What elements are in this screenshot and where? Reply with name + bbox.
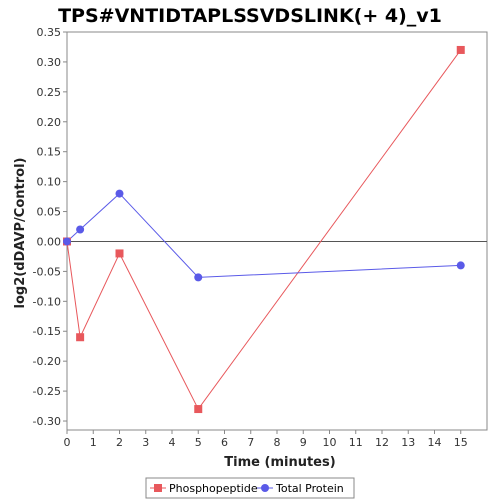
- y-tick-label: 0.35: [37, 26, 62, 39]
- x-tick-label: 4: [169, 436, 176, 449]
- x-tick-label: 11: [349, 436, 363, 449]
- x-tick-label: 2: [116, 436, 123, 449]
- data-point-total-protein: [194, 273, 203, 282]
- y-axis-label: log2(dDAVP/Control): [13, 158, 28, 309]
- x-axis: 0 1 2 3 4 5 6 7 8 9 10 11 12 13 14 15: [64, 430, 468, 449]
- y-tick-label: -0.15: [33, 325, 61, 338]
- legend: Phosphopeptide Total Protein: [145, 477, 355, 499]
- legend-marker-total-protein: [261, 484, 269, 492]
- y-tick-label: -0.25: [33, 385, 61, 398]
- y-tick-label: 0.05: [37, 206, 62, 219]
- x-tick-label: 14: [428, 436, 442, 449]
- x-tick-label: 3: [142, 436, 149, 449]
- x-tick-label: 10: [323, 436, 337, 449]
- x-tick-label: 7: [247, 436, 254, 449]
- legend-item-phosphopeptide: Phosphopeptide: [150, 482, 258, 495]
- legend-marker-phosphopeptide: [154, 484, 162, 492]
- legend-item-total-protein: Total Protein: [257, 482, 344, 495]
- plot-area: [66, 31, 488, 431]
- y-tick-label: -0.05: [33, 265, 61, 278]
- plot-frame: [66, 31, 488, 431]
- y-tick-label: 0.10: [37, 176, 62, 189]
- y-tick-label: -0.10: [33, 295, 61, 308]
- data-point-phosphopeptide: [76, 333, 85, 342]
- y-tick-label: -0.20: [33, 355, 61, 368]
- data-point-phosphopeptide: [456, 45, 465, 54]
- x-tick-label: 1: [90, 436, 97, 449]
- data-point-phosphopeptide: [115, 249, 124, 258]
- y-tick-label: 0.00: [37, 235, 62, 248]
- x-tick-label: 12: [375, 436, 389, 449]
- y-tick-label: -0.30: [33, 415, 61, 428]
- data-point-total-protein: [76, 225, 85, 234]
- data-point-phosphopeptide: [194, 405, 203, 414]
- legend-label-total-protein: Total Protein: [275, 482, 344, 495]
- data-point-total-protein: [63, 237, 71, 246]
- y-axis: -0.30 -0.25 -0.20 -0.15 -0.10 -0.05 0.00 0.05 0.…: [33, 26, 67, 428]
- x-tick-label: 6: [221, 436, 228, 449]
- x-tick-label: 8: [274, 436, 281, 449]
- x-tick-label: 5: [195, 436, 202, 449]
- y-tick-label: 0.20: [37, 116, 62, 129]
- data-point-total-protein: [115, 189, 124, 198]
- legend-label-phosphopeptide: Phosphopeptide: [169, 482, 258, 495]
- x-tick-label: 13: [401, 436, 415, 449]
- x-tick-label: 0: [64, 436, 71, 449]
- chart-title: TPS#VNTIDTAPLSSVDSLINK(+ 4)_v1: [58, 5, 442, 27]
- y-tick-label: 0.25: [37, 86, 62, 99]
- legend-box: [145, 477, 355, 499]
- y-tick-label: 0.30: [37, 56, 62, 69]
- y-tick-label: 0.15: [37, 146, 62, 159]
- x-tick-label: 15: [454, 436, 468, 449]
- x-tick-label: 9: [300, 436, 307, 449]
- series-points: [63, 45, 465, 414]
- data-point-total-protein: [456, 261, 465, 270]
- x-axis-label: Time (minutes): [224, 455, 335, 470]
